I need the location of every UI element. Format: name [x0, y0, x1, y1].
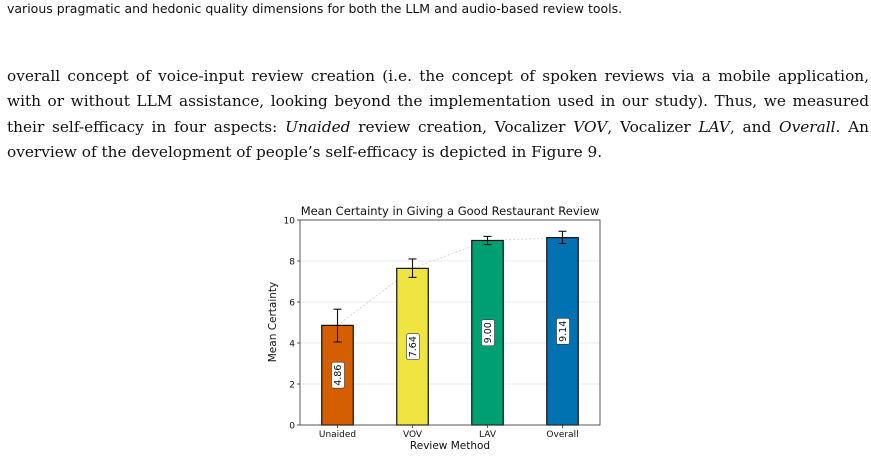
bar-value-label: 4.86: [331, 361, 345, 389]
paragraph-text: . An overview of the development of peop…: [7, 117, 869, 161]
term-unaided: Unaided: [285, 117, 351, 136]
bar-value-text: 9.14: [558, 321, 569, 342]
bar-chart: Mean Certainty in Giving a Good Restaura…: [267, 204, 601, 452]
y-tick-label: 4: [289, 340, 295, 350]
y-axis: 0 2 4 6 8 10: [284, 217, 300, 432]
paragraph-text: , and: [729, 117, 780, 136]
y-tick-label: 2: [289, 381, 295, 391]
plot-frame: [299, 219, 601, 426]
chart-title: Mean Certainty in Giving a Good Restaura…: [301, 204, 600, 218]
trend-layer: [337, 237, 563, 326]
x-axis: Unaided VOV LAV Overall: [319, 425, 579, 440]
paragraph-text: , Vocalizer: [607, 117, 699, 136]
bar-value-label: 9.14: [556, 318, 570, 345]
bar-value-box: [406, 333, 420, 360]
bars-layer: 4.86 7.64 9.00 9.14: [321, 230, 579, 426]
bar-value-box: [556, 318, 570, 345]
bar-value-text: 7.64: [408, 336, 419, 357]
bar-value-box: [331, 361, 345, 389]
bar-value-label: 9.00: [481, 319, 495, 347]
term-vov: VOV: [573, 117, 608, 136]
x-tick-label: Unaided: [319, 430, 356, 440]
term-lav: LAV: [698, 117, 730, 136]
x-tick-label: LAV: [479, 430, 497, 440]
y-tick-label: 10: [284, 217, 296, 227]
x-tick-label: VOV: [403, 430, 423, 440]
x-tick-label: Overall: [546, 430, 578, 440]
y-tick-label: 6: [289, 299, 295, 309]
y-tick-label: 0: [289, 422, 295, 432]
bar-value-text: 9.00: [483, 322, 494, 343]
trend-line: [337, 237, 563, 326]
term-overall: Overall: [779, 117, 836, 136]
y-tick-label: 8: [289, 258, 295, 268]
paragraph-text: overall concept of voice-input review cr…: [7, 67, 869, 136]
figure-caption-tail: various pragmatic and hedonic quality di…: [7, 1, 623, 16]
bar-value-label: 7.64: [406, 333, 420, 360]
body-paragraph: overall concept of voice-input review cr…: [7, 64, 869, 165]
x-axis-label: Review Method: [410, 440, 490, 452]
bar-value-box: [481, 319, 495, 347]
bar-value-text: 4.86: [333, 365, 344, 386]
y-axis-label: Mean Certainty: [267, 282, 279, 363]
paragraph-text: review creation, Vocalizer: [350, 117, 574, 136]
